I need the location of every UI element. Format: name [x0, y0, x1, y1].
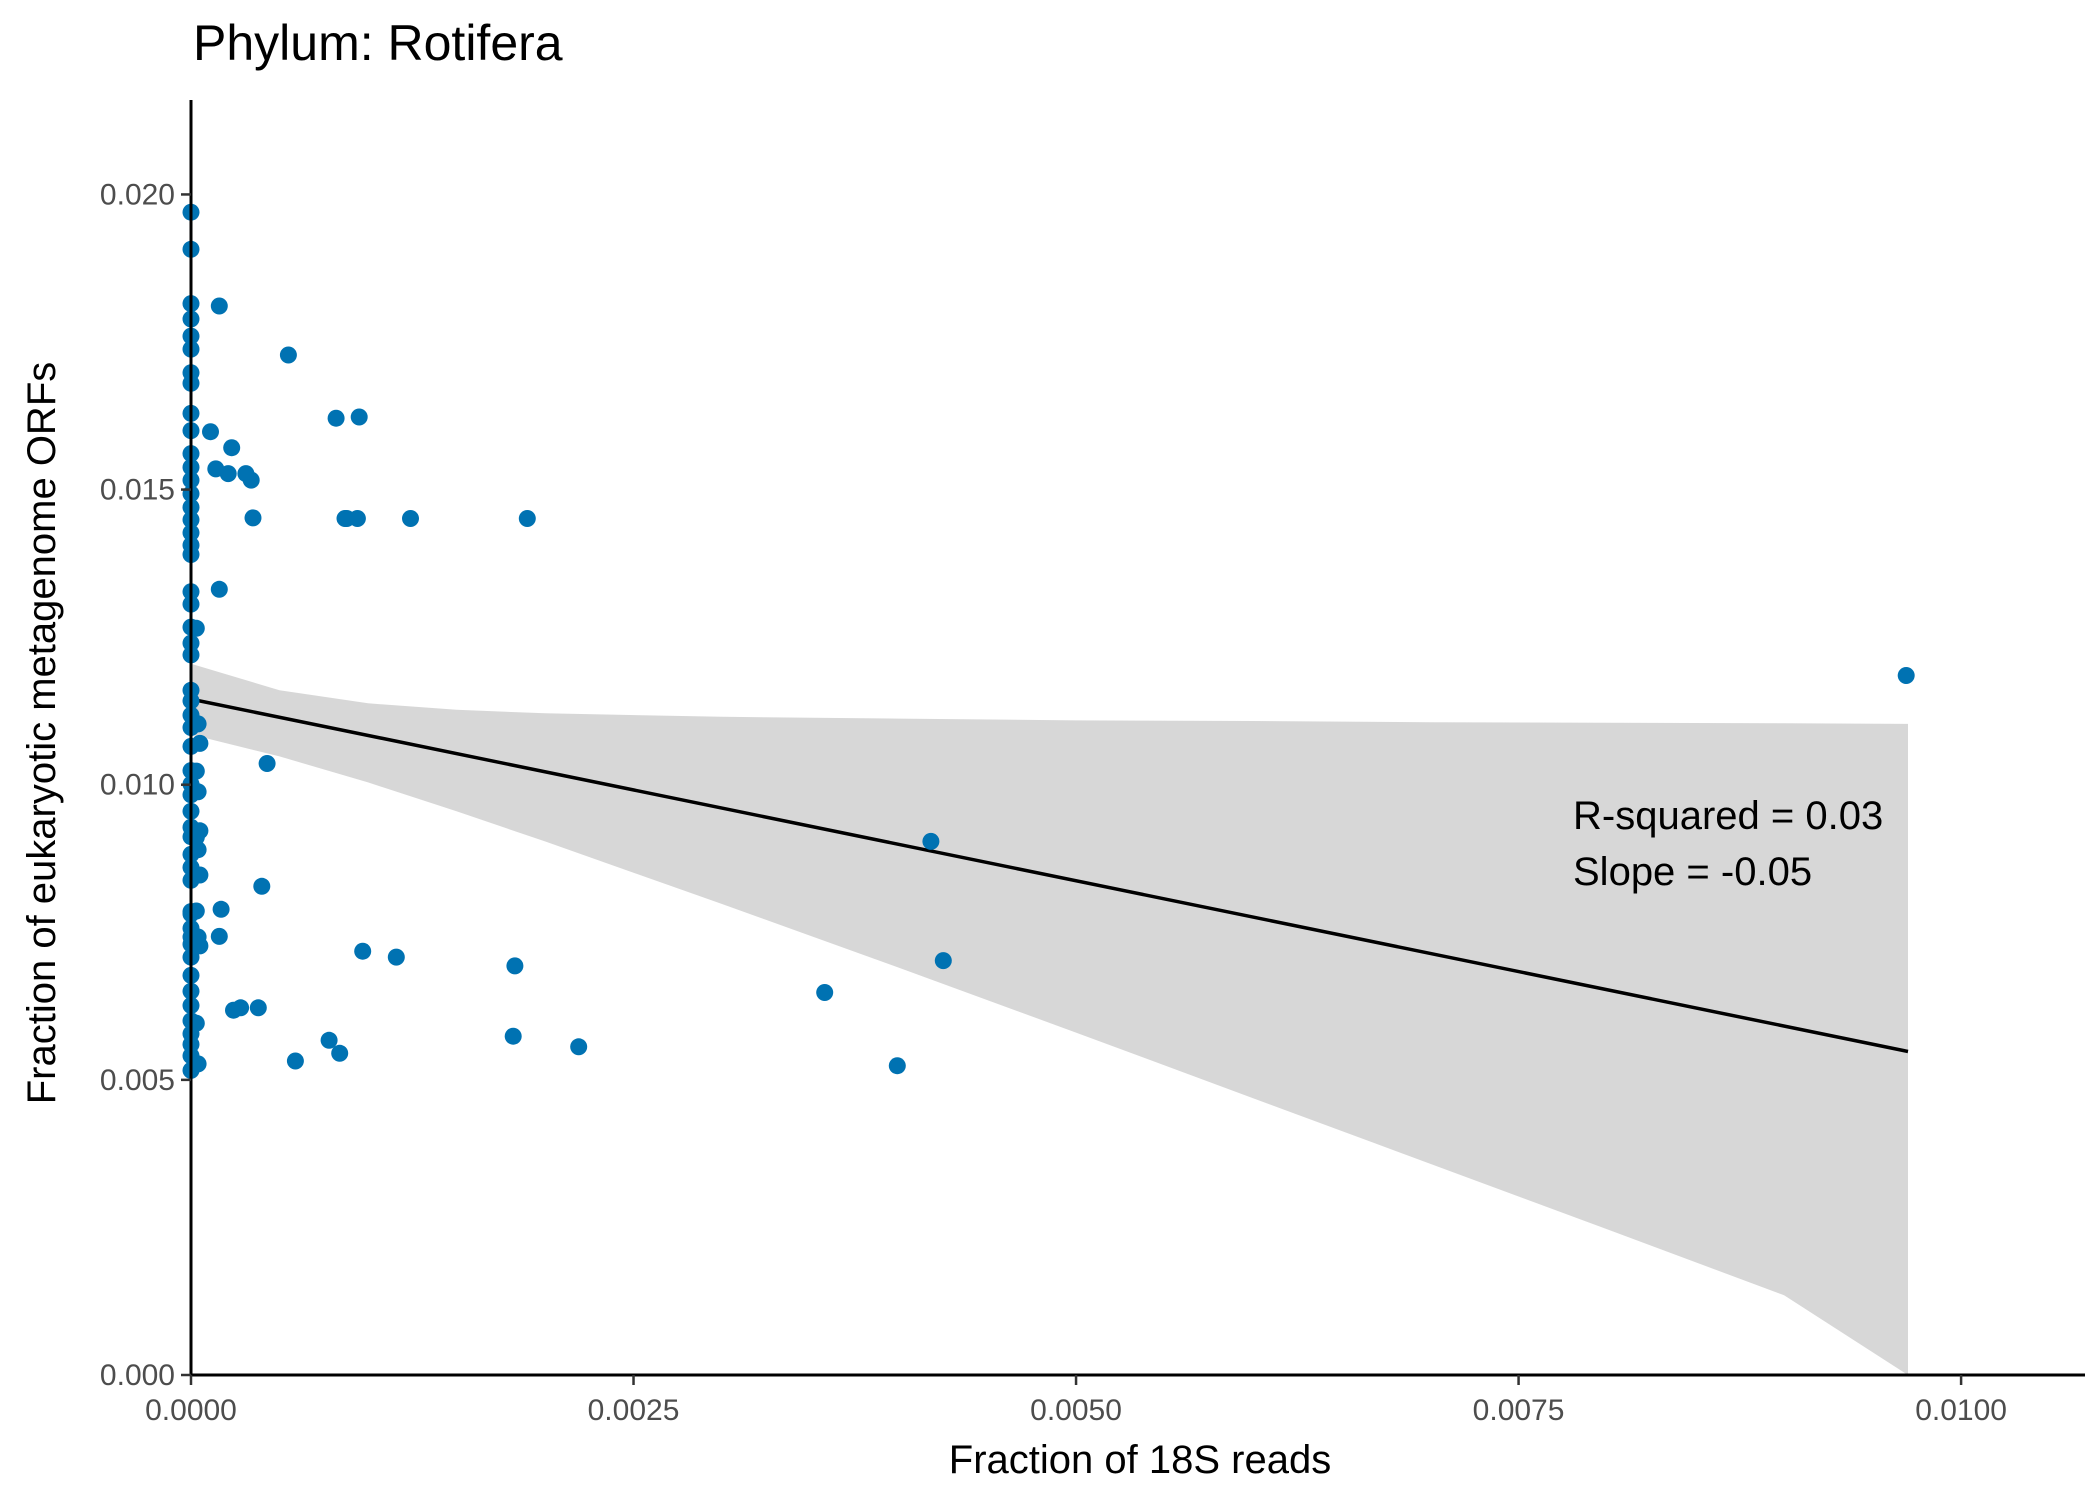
- data-point: [207, 460, 225, 478]
- data-point: [354, 942, 372, 960]
- x-tick-label: 0.0000: [145, 1394, 237, 1427]
- x-tick-label: 0.0075: [1473, 1394, 1565, 1427]
- axes-layer: [189, 100, 2085, 1377]
- data-point: [191, 866, 209, 884]
- data-point: [232, 999, 250, 1017]
- r-squared-annotation: R-squared = 0.03: [1573, 794, 1883, 838]
- x-axis-ticks: 0.0000 0.0025 0.0050 0.0075 0.0100: [145, 1375, 2007, 1427]
- data-point: [202, 423, 219, 441]
- data-point: [504, 1027, 522, 1045]
- data-point: [888, 1057, 906, 1075]
- data-point: [1897, 667, 1915, 684]
- data-point: [212, 900, 230, 918]
- regression-line: [190, 697, 1909, 1054]
- data-point: [237, 465, 255, 483]
- y-axis-title: Fraction of eukaryotic metagenome ORFs: [20, 362, 64, 1105]
- y-tick-label: 0.005: [100, 1064, 175, 1097]
- data-point: [189, 841, 207, 859]
- data-point: [253, 877, 271, 895]
- data-point: [816, 984, 834, 1001]
- data-point: [338, 510, 356, 527]
- data-point: [320, 1031, 338, 1049]
- data-point: [249, 999, 267, 1017]
- x-tick-label: 0.0025: [588, 1394, 680, 1427]
- x-axis-title: Fraction of 18S reads: [949, 1438, 1331, 1482]
- data-point: [279, 346, 297, 364]
- confidence-band: [191, 663, 1908, 1375]
- chart-title: Phylum: Rotifera: [193, 15, 563, 71]
- data-point: [223, 439, 241, 457]
- data-point: [210, 297, 228, 315]
- data-point: [327, 409, 345, 427]
- data-point: [387, 948, 405, 966]
- data-point: [189, 783, 207, 801]
- data-point: [506, 957, 524, 975]
- data-point: [934, 952, 952, 970]
- data-point: [258, 755, 276, 772]
- data-point: [189, 715, 207, 733]
- data-point: [191, 734, 209, 752]
- data-point: [191, 937, 209, 955]
- data-point: [210, 580, 228, 598]
- slope-annotation: Slope = -0.05: [1573, 850, 1812, 894]
- data-point: [244, 509, 262, 527]
- x-tick-label: 0.0050: [1030, 1394, 1122, 1427]
- confidence-band-layer: [191, 663, 1908, 1375]
- y-tick-label: 0.010: [100, 769, 175, 802]
- data-point: [189, 1055, 207, 1073]
- y-axis-ticks: 0.000 0.005 0.010 0.015 0.020: [100, 178, 191, 1392]
- data-point: [331, 1044, 349, 1062]
- data-point: [286, 1052, 304, 1070]
- data-point: [402, 510, 419, 527]
- data-point: [210, 927, 228, 945]
- data-point: [922, 832, 940, 850]
- data-point: [570, 1038, 588, 1056]
- data-point: [518, 510, 536, 527]
- fit-line-layer: [190, 697, 1909, 1054]
- y-tick-label: 0.000: [100, 1359, 175, 1392]
- data-point: [350, 408, 368, 426]
- y-tick-label: 0.020: [100, 178, 175, 211]
- x-tick-label: 0.0100: [1915, 1394, 2007, 1427]
- y-tick-label: 0.015: [100, 474, 175, 507]
